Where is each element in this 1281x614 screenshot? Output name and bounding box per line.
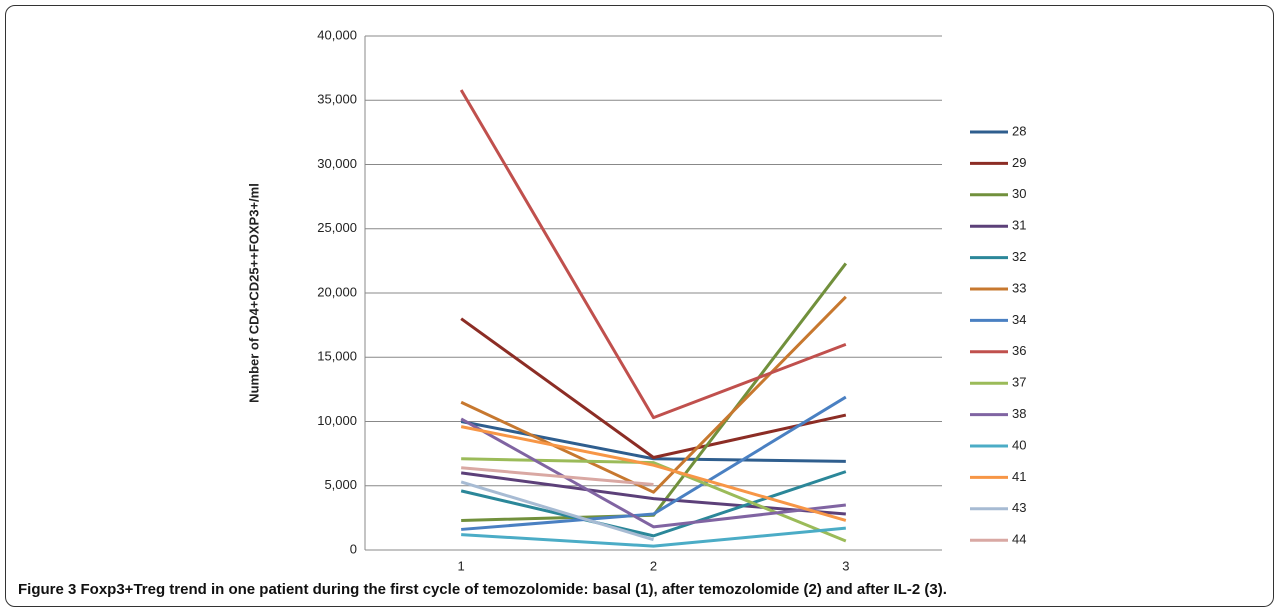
series-line (461, 395, 847, 531)
series-line (460, 471, 846, 516)
x-tick-label: 3 (842, 558, 849, 573)
series-line (459, 89, 847, 420)
series-line (460, 317, 847, 459)
series-line (461, 457, 847, 543)
y-tick-label: 20,000 (317, 284, 357, 299)
y-tick-label: 30,000 (317, 156, 357, 171)
legend-label: 32 (1012, 249, 1026, 264)
legend-label: 37 (1012, 375, 1026, 390)
figure-frame (5, 5, 1274, 607)
y-tick-label: 40,000 (317, 27, 357, 42)
series-line (460, 470, 847, 538)
legend-label: 31 (1012, 218, 1026, 233)
legend-label: 36 (1012, 343, 1026, 358)
y-tick-label: 5,000 (324, 477, 357, 492)
legend-label: 28 (1012, 123, 1026, 138)
legend-label: 44 (1012, 532, 1026, 547)
series-line (460, 480, 654, 542)
legend-label: 40 (1012, 437, 1026, 452)
legend-label: 41 (1012, 469, 1026, 484)
legend-label: 43 (1012, 500, 1026, 515)
series-line (460, 295, 847, 494)
chart: Number of CD4+CD25++FOXP3+/ml 0 5,000 10,0… (246, 27, 1026, 573)
y-tick-label: 15,000 (317, 349, 357, 364)
series-line (460, 417, 847, 529)
series-line (461, 526, 846, 548)
x-tick-label: 1 (458, 558, 465, 573)
legend-label: 29 (1012, 155, 1026, 170)
y-tick-label: 35,000 (317, 92, 357, 107)
legend-label: 30 (1012, 186, 1026, 201)
y-axis-label: Number of CD4+CD25++FOXP3+/ml (246, 183, 261, 403)
x-tick-label: 2 (650, 558, 657, 573)
legend-label: 33 (1012, 280, 1026, 295)
y-tick-label: 10,000 (317, 413, 357, 428)
series-line (460, 425, 847, 522)
legend-label: 38 (1012, 406, 1026, 421)
y-tick-label: 0 (350, 541, 357, 556)
y-tick-label: 25,000 (317, 220, 357, 235)
figure-caption: Figure 3 Foxp3+Treg trend in one patient… (18, 581, 947, 598)
series-line (461, 466, 654, 486)
legend-label: 34 (1012, 312, 1026, 327)
